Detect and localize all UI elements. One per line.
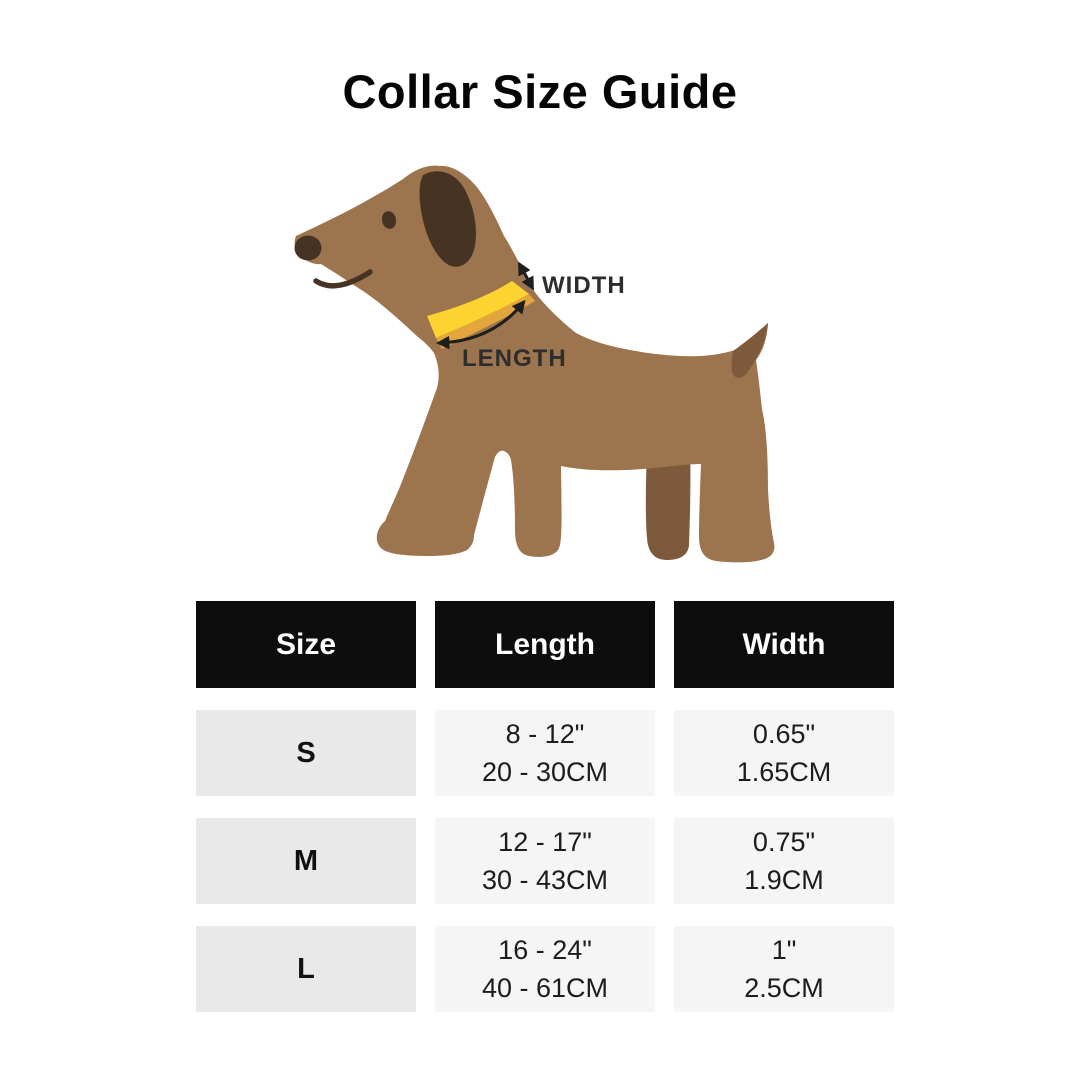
length-cm: 40 - 61CM xyxy=(481,973,609,1003)
collar-width-arrow xyxy=(518,261,534,291)
length-cm: 30 - 43CM xyxy=(481,865,609,895)
length-inches: 16 - 24" xyxy=(498,935,592,965)
dog-nose xyxy=(294,235,322,261)
dog-tail-shade xyxy=(731,323,768,378)
dog-eye xyxy=(381,211,397,229)
width-cell: 0.75" 1.9CM xyxy=(674,818,894,904)
width-cm: 1.9CM xyxy=(744,865,824,895)
header-width: Width xyxy=(674,601,894,688)
size-cell: S xyxy=(196,710,416,796)
dog-svg: WIDTH LENGTH xyxy=(294,165,775,563)
width-cm: 1.65CM xyxy=(736,757,832,787)
width-cm: 2.5CM xyxy=(744,973,824,1003)
size-table: Size Length Width S 8 - 12" 20 - 30CM 0.… xyxy=(196,601,894,1012)
length-cell: 12 - 17" 30 - 43CM xyxy=(435,818,655,904)
collar-length-arrow xyxy=(435,299,526,350)
width-inches: 0.75" xyxy=(752,827,816,857)
length-inches: 8 - 12" xyxy=(505,719,585,749)
dog-illustration: WIDTH LENGTH xyxy=(290,160,790,580)
width-inches: 1" xyxy=(771,935,797,965)
page-title: Collar Size Guide xyxy=(342,65,738,118)
length-cm: 20 - 30CM xyxy=(481,757,609,787)
width-cell: 1" 2.5CM xyxy=(674,926,894,1012)
size-value: S xyxy=(296,736,316,769)
header-size: Size xyxy=(196,601,416,688)
dog-mouth xyxy=(313,269,373,289)
width-label: WIDTH xyxy=(542,272,626,299)
size-value: L xyxy=(297,952,315,985)
size-cell: L xyxy=(196,926,416,1012)
width-cell: 0.65" 1.65CM xyxy=(674,710,894,796)
length-cell: 16 - 24" 40 - 61CM xyxy=(435,926,655,1012)
length-label: LENGTH xyxy=(462,345,567,372)
header-length: Length xyxy=(435,601,655,688)
length-cell: 8 - 12" 20 - 30CM xyxy=(435,710,655,796)
length-inches: 12 - 17" xyxy=(498,827,592,857)
width-inches: 0.65" xyxy=(752,719,816,749)
dog-body xyxy=(294,165,775,563)
dog-far-leg xyxy=(645,445,691,560)
dog-ear xyxy=(419,171,476,267)
size-value: M xyxy=(293,844,319,877)
size-cell: M xyxy=(196,818,416,904)
